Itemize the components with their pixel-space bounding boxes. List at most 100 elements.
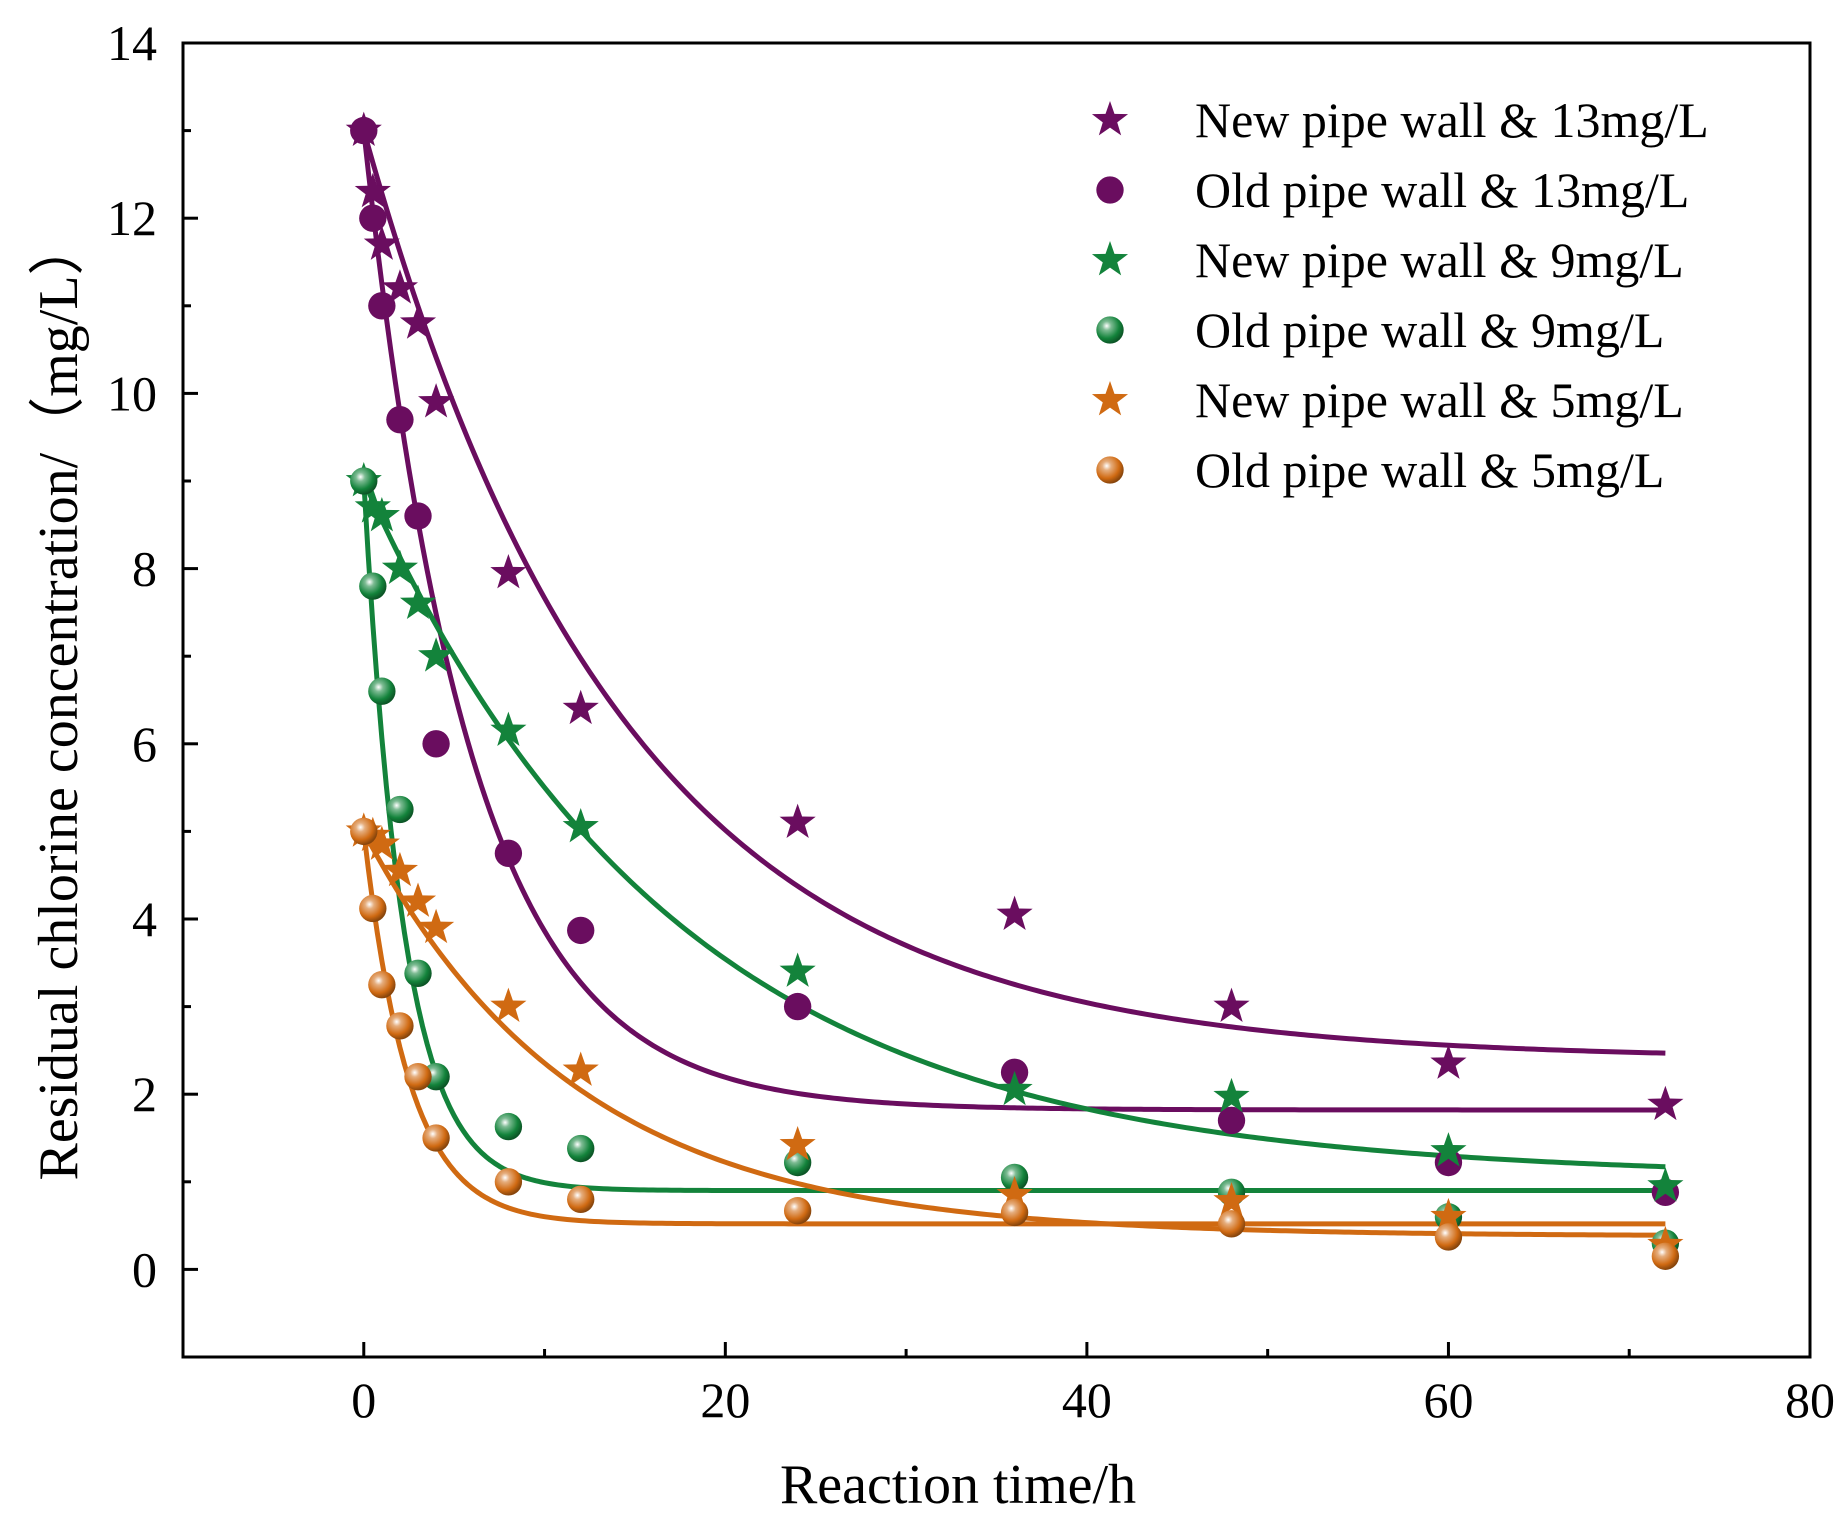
- legend-item: Old pipe wall & 9mg/L: [1096, 302, 1664, 358]
- legend-label: New pipe wall & 9mg/L: [1195, 232, 1684, 288]
- data-point: [418, 908, 455, 944]
- data-point: [354, 172, 391, 208]
- legend-marker: [1091, 241, 1129, 276]
- x-axis-title: Reaction time/h: [780, 1454, 1136, 1516]
- data-point: [1647, 1085, 1684, 1121]
- x-tick-label: 40: [1062, 1372, 1112, 1428]
- data-point: [1217, 1210, 1246, 1238]
- data-point: [354, 488, 391, 523]
- legend-item: Old pipe wall & 13mg/L: [1096, 162, 1689, 218]
- x-tick-label: 0: [351, 1372, 376, 1428]
- legend-label: New pipe wall & 13mg/L: [1195, 92, 1709, 148]
- data-point: [368, 292, 396, 320]
- data-point: [562, 808, 599, 843]
- data-point: [567, 1134, 595, 1163]
- legend-marker: [1091, 101, 1129, 136]
- data-point: [386, 1012, 414, 1040]
- data-point: [368, 971, 396, 999]
- data-point: [779, 1126, 816, 1161]
- data-point: [418, 383, 455, 418]
- data-point: [567, 1185, 595, 1213]
- y-tick-label: 12: [107, 190, 157, 246]
- data-point: [779, 803, 816, 839]
- data-point: [363, 825, 400, 860]
- data-point: [562, 1051, 599, 1086]
- fit-curve: [361, 130, 1666, 1113]
- data-point: [1434, 1223, 1463, 1251]
- legend-item: New pipe wall & 5mg/L: [1091, 372, 1684, 428]
- data-point: [404, 959, 432, 987]
- data-point: [1430, 1044, 1467, 1079]
- data-point: [490, 711, 527, 747]
- x-tick-label: 80: [1785, 1372, 1835, 1428]
- data-point: [562, 689, 599, 725]
- legend-label: New pipe wall & 5mg/L: [1195, 372, 1684, 428]
- y-tick-label: 4: [132, 891, 157, 947]
- data-point: [494, 1168, 523, 1196]
- axis-ticks: 0 20 40 60 80 0 2 4 6 8 10 12 14: [107, 15, 1835, 1428]
- data-point: [1651, 1242, 1680, 1270]
- data-point: [386, 406, 414, 434]
- legend-marker: [1091, 381, 1129, 416]
- data-point: [381, 851, 418, 887]
- y-tick-label: 6: [132, 716, 157, 772]
- data-point: [1213, 1182, 1250, 1217]
- data-point: [418, 637, 455, 672]
- data-point: [350, 467, 378, 495]
- data-point: [363, 225, 400, 260]
- legend-marker: [1096, 176, 1124, 204]
- data-point: [494, 839, 523, 867]
- y-axis-title: Residual chlorine concentration/（mg/L）: [28, 219, 90, 1180]
- legend-marker: [1096, 316, 1124, 344]
- data-point: [359, 572, 387, 600]
- data-point: [422, 1124, 450, 1152]
- data-point: [350, 116, 378, 145]
- legend: New pipe wall & 13mg/L Old pipe wall & 13…: [1091, 92, 1709, 498]
- data-point: [386, 795, 414, 824]
- data-point: [359, 894, 387, 923]
- y-tick-label: 10: [107, 365, 157, 421]
- data-point: [1430, 1197, 1467, 1233]
- legend-label: Old pipe wall & 13mg/L: [1195, 162, 1689, 218]
- x-tick-label: 20: [700, 1372, 750, 1428]
- y-tick-label: 2: [132, 1066, 157, 1122]
- data-point: [404, 502, 432, 530]
- data-point: [1213, 1077, 1250, 1113]
- data-point: [381, 549, 418, 584]
- legend-item: New pipe wall & 9mg/L: [1091, 232, 1684, 288]
- data-point: [783, 1197, 812, 1225]
- data-point: [996, 895, 1033, 930]
- legend-marker: [1096, 456, 1124, 484]
- y-tick-label: 8: [132, 541, 157, 597]
- data-point: [422, 730, 450, 758]
- data-point: [996, 1070, 1033, 1106]
- data-markers: [345, 111, 1684, 1270]
- data-point: [399, 304, 437, 339]
- data-point: [399, 584, 437, 620]
- data-point: [399, 882, 437, 917]
- plot-frame: [181, 41, 1812, 1359]
- data-point: [779, 952, 816, 987]
- data-point: [567, 916, 595, 945]
- data-point: [490, 987, 527, 1022]
- legend-label: Old pipe wall & 9mg/L: [1195, 302, 1664, 358]
- data-point: [368, 677, 396, 705]
- data-point: [490, 553, 527, 589]
- data-point: [381, 269, 418, 304]
- data-point: [1000, 1198, 1029, 1227]
- legend-label: Old pipe wall & 5mg/L: [1195, 442, 1664, 498]
- data-point: [1217, 1106, 1246, 1135]
- y-tick-label: 0: [132, 1241, 157, 1297]
- data-point: [494, 1112, 523, 1141]
- y-tick-label: 14: [107, 15, 157, 71]
- data-point: [1213, 987, 1250, 1022]
- data-point: [783, 1148, 812, 1177]
- data-point: [350, 817, 378, 846]
- legend-item: New pipe wall & 13mg/L: [1091, 92, 1709, 148]
- data-point: [1647, 1167, 1684, 1202]
- data-point: [363, 497, 400, 532]
- data-point: [1430, 1132, 1467, 1167]
- x-tick-label: 60: [1423, 1372, 1473, 1428]
